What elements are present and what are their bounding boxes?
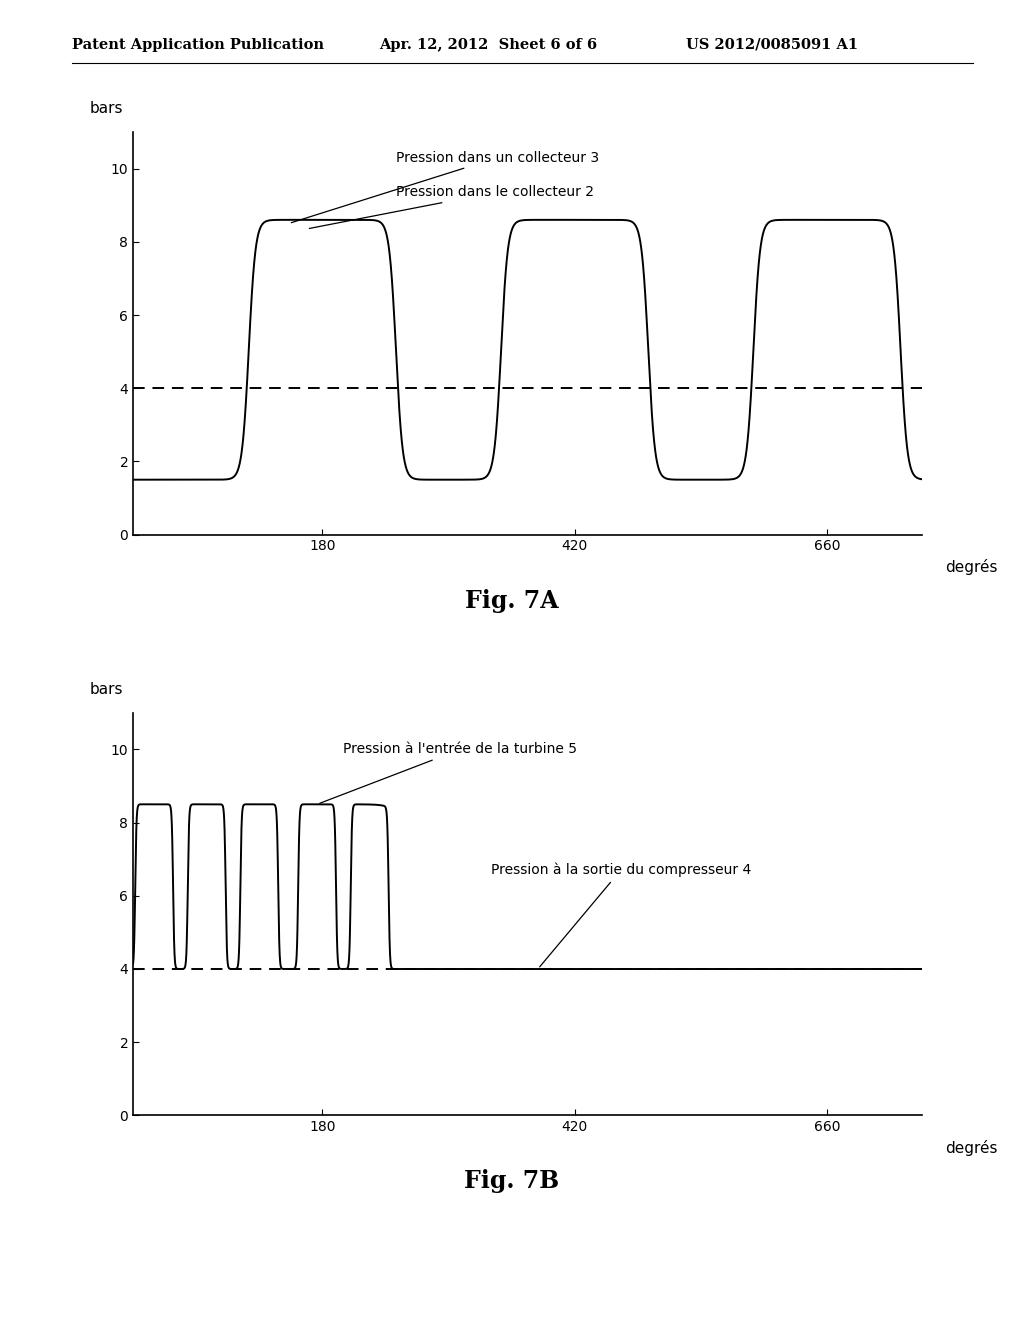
Text: bars: bars [90, 100, 123, 116]
Text: degrés: degrés [945, 1139, 997, 1155]
Text: Fig. 7B: Fig. 7B [465, 1170, 559, 1193]
Text: Pression à la sortie du compresseur 4: Pression à la sortie du compresseur 4 [490, 863, 751, 966]
Text: degrés: degrés [945, 558, 997, 574]
Text: Pression dans le collecteur 2: Pression dans le collecteur 2 [309, 185, 594, 228]
Text: Pression à l'entrée de la turbine 5: Pression à l'entrée de la turbine 5 [319, 742, 578, 804]
Text: Patent Application Publication: Patent Application Publication [72, 38, 324, 51]
Text: Apr. 12, 2012  Sheet 6 of 6: Apr. 12, 2012 Sheet 6 of 6 [379, 38, 597, 51]
Text: US 2012/0085091 A1: US 2012/0085091 A1 [686, 38, 858, 51]
Text: Pression dans un collecteur 3: Pression dans un collecteur 3 [292, 150, 599, 223]
Text: Fig. 7A: Fig. 7A [465, 589, 559, 612]
Text: bars: bars [90, 681, 123, 697]
